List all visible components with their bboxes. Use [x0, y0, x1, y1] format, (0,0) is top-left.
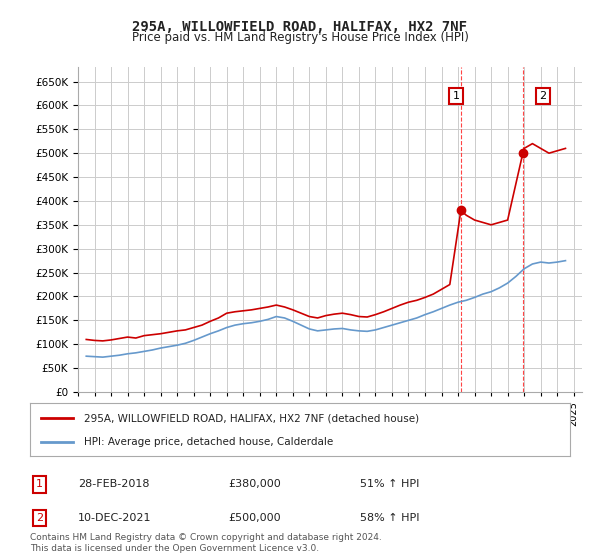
Text: Contains HM Land Registry data © Crown copyright and database right 2024.
This d: Contains HM Land Registry data © Crown c… — [30, 533, 382, 553]
Text: 58% ↑ HPI: 58% ↑ HPI — [360, 513, 419, 523]
Text: 1: 1 — [452, 91, 460, 101]
Text: 295A, WILLOWFIELD ROAD, HALIFAX, HX2 7NF: 295A, WILLOWFIELD ROAD, HALIFAX, HX2 7NF — [133, 20, 467, 34]
Text: 1: 1 — [36, 479, 43, 489]
Text: 28-FEB-2018: 28-FEB-2018 — [78, 479, 149, 489]
Text: 295A, WILLOWFIELD ROAD, HALIFAX, HX2 7NF (detached house): 295A, WILLOWFIELD ROAD, HALIFAX, HX2 7NF… — [84, 413, 419, 423]
Text: 2: 2 — [539, 91, 546, 101]
Text: 51% ↑ HPI: 51% ↑ HPI — [360, 479, 419, 489]
Text: HPI: Average price, detached house, Calderdale: HPI: Average price, detached house, Cald… — [84, 436, 333, 446]
Text: 10-DEC-2021: 10-DEC-2021 — [78, 513, 151, 523]
Text: £500,000: £500,000 — [228, 513, 281, 523]
Text: 2: 2 — [36, 513, 43, 523]
Text: £380,000: £380,000 — [228, 479, 281, 489]
Text: Price paid vs. HM Land Registry's House Price Index (HPI): Price paid vs. HM Land Registry's House … — [131, 31, 469, 44]
